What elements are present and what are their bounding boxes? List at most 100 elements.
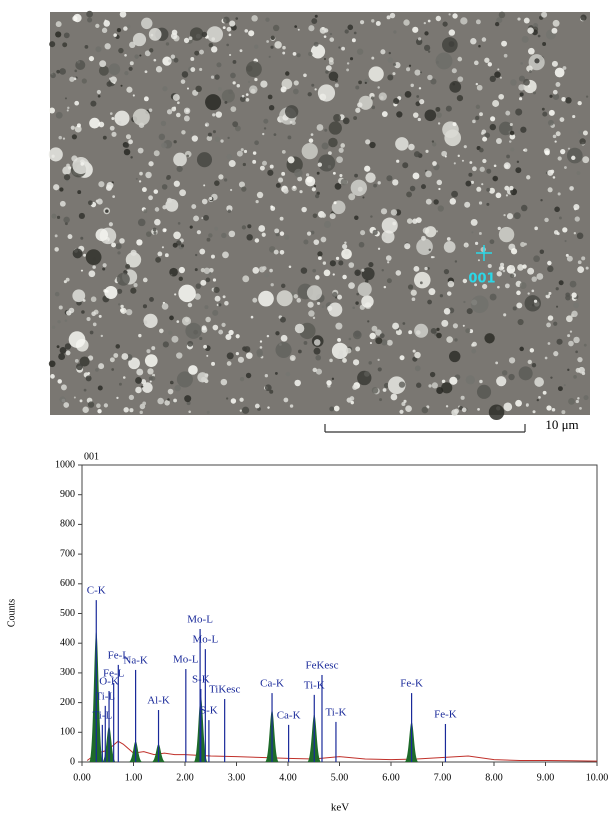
grain — [277, 290, 293, 306]
grain — [222, 90, 235, 103]
grain — [130, 288, 136, 294]
grain — [569, 186, 574, 191]
grain — [121, 353, 128, 360]
grain — [442, 37, 458, 53]
grain — [64, 32, 70, 38]
grain — [128, 139, 133, 144]
grain — [378, 181, 381, 184]
grain — [95, 24, 99, 28]
annotation-label: S-K — [192, 673, 210, 685]
grain — [188, 410, 191, 413]
grain — [141, 18, 152, 29]
grain — [322, 305, 325, 308]
grain — [313, 317, 315, 319]
grain — [173, 399, 177, 403]
grain — [173, 153, 187, 167]
grain — [419, 99, 424, 104]
grain — [549, 110, 555, 116]
grain — [570, 331, 572, 333]
grain — [438, 205, 444, 211]
grain — [136, 178, 138, 180]
grain — [339, 174, 342, 177]
grain — [126, 87, 132, 93]
grain — [313, 368, 317, 372]
grain — [58, 353, 65, 360]
grain — [555, 140, 557, 142]
grain — [207, 26, 223, 42]
grain — [325, 70, 329, 74]
grain — [399, 410, 403, 414]
grain — [564, 384, 566, 386]
grain — [428, 288, 435, 295]
grain — [124, 149, 130, 155]
grain — [289, 265, 292, 268]
grain — [211, 37, 215, 41]
grain — [90, 101, 96, 107]
grain — [138, 148, 144, 154]
grain — [399, 93, 401, 95]
y-tick-label: 200 — [60, 697, 75, 708]
grain — [211, 255, 215, 259]
grain — [520, 127, 526, 133]
grain — [408, 284, 413, 289]
grain — [174, 58, 179, 63]
grain — [274, 133, 277, 136]
grain — [135, 377, 142, 384]
grain — [202, 199, 208, 205]
grain — [484, 58, 489, 63]
grain — [317, 302, 320, 305]
grain — [309, 138, 314, 143]
grain — [306, 173, 309, 176]
grain — [56, 112, 63, 119]
grain — [555, 68, 565, 78]
grain — [584, 344, 587, 347]
grain — [77, 123, 81, 127]
grain — [476, 83, 478, 85]
grain — [200, 280, 206, 286]
grain — [351, 401, 354, 404]
grain — [146, 349, 150, 353]
grain — [229, 54, 231, 56]
grain — [532, 290, 535, 293]
grain — [96, 403, 101, 408]
grain — [161, 142, 167, 148]
grain — [90, 331, 94, 335]
grain — [269, 269, 273, 273]
grain — [382, 217, 398, 233]
grain — [171, 33, 178, 40]
grain — [465, 181, 471, 187]
grain — [558, 386, 563, 391]
grain — [575, 216, 580, 221]
grain — [427, 75, 432, 80]
grain — [174, 181, 180, 187]
annotation-label: Ca-K — [277, 709, 301, 721]
grain — [513, 306, 517, 310]
grain — [314, 348, 321, 355]
grain — [341, 179, 348, 186]
grain — [467, 308, 473, 314]
grain — [240, 377, 244, 381]
grain — [427, 300, 432, 305]
grain — [532, 276, 537, 281]
grain — [340, 143, 345, 148]
grain — [136, 369, 143, 376]
grain — [468, 173, 472, 177]
grain — [534, 227, 538, 231]
grain — [57, 216, 60, 219]
grain — [436, 387, 443, 394]
grain — [560, 117, 565, 122]
grain — [270, 206, 275, 211]
grain — [547, 170, 553, 176]
grain — [335, 183, 342, 190]
grain — [129, 395, 134, 400]
grain — [124, 54, 127, 57]
grain — [540, 250, 544, 254]
grain — [162, 246, 164, 248]
annotation-label: Ti-L — [95, 690, 115, 702]
grain — [410, 186, 415, 191]
grain — [540, 199, 542, 201]
grain — [520, 282, 527, 289]
grain — [496, 376, 506, 386]
grain — [72, 134, 77, 139]
grain — [349, 338, 352, 341]
